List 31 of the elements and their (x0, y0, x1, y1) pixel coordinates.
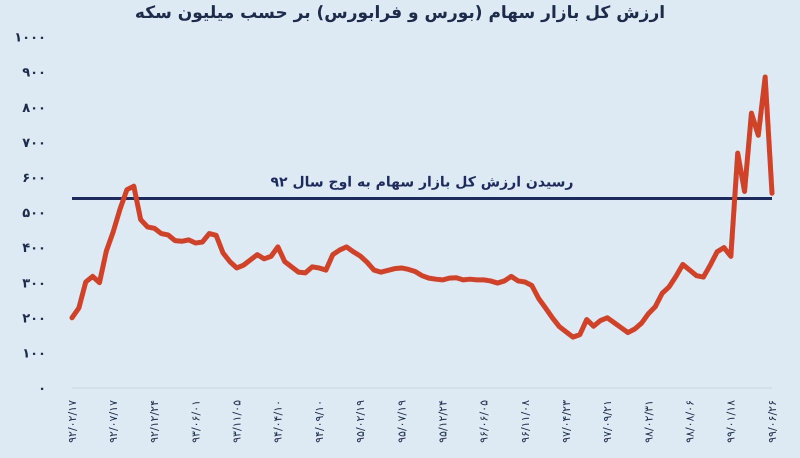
y-tick-label: ۷۰۰ (22, 136, 46, 151)
y-tick-label: ۹۰۰ (22, 66, 46, 81)
x-tick-label: ۹۵/۱۲/۲۴ (436, 400, 450, 443)
x-tick-label: ۹۸/۰۲/۳۱ (642, 400, 656, 443)
x-tick-label: ۹۳/۰۶/۰۱ (189, 400, 202, 443)
x-tick-label: ۹۹/۰۶/۲۶ (766, 400, 779, 443)
x-tick-label: ۹۶/۱۱/۰۸ (518, 400, 532, 443)
x-tick-label: ۹۵/۰۲/۱۹ (354, 400, 368, 443)
y-tick-label: ۱۰۰۰ (14, 30, 46, 46)
x-tick-label: ۹۸/۰۸/۰۶ (683, 400, 696, 443)
x-tick-label: ۹۲/۱۲/۲۴ (148, 400, 162, 443)
y-tick-label: ۰ (38, 382, 46, 397)
x-tick-label: ۹۴/۰۹/۱۰ (312, 400, 326, 443)
y-tick-label: ۳۰۰ (22, 276, 46, 292)
x-tick-label: ۹۵/۰۷/۱۹ (395, 400, 408, 443)
x-tick-label: ۹۶/۰۶/۰۵ (478, 400, 491, 443)
y-tick-label: ۲۰۰ (22, 311, 46, 326)
x-tick-label: ۹۳/۱۱/۰۵ (230, 400, 244, 443)
y-tick-label: ۵۰۰ (22, 206, 46, 222)
x-tick-label: ۹۲/۰۲/۱۷ (66, 400, 79, 443)
x-tick-label: ۹۲/۰۷/۱۷ (107, 400, 120, 443)
y-tick-label: ۴۰۰ (22, 241, 46, 256)
y-tick-label: ۸۰۰ (22, 100, 46, 116)
chart-title: ارزش کل بازار سهام (بورس و فرابورس) بر حسب میلیون سکه (134, 2, 666, 24)
y-tick-label: ۶۰۰ (22, 171, 46, 186)
x-tick-label: ۹۹/۰۱/۱۸ (724, 400, 738, 443)
x-tick-label: ۹۷/۰۴/۲۳ (560, 400, 573, 443)
x-tick-label: ۹۴/۰۴/۱۰ (272, 400, 285, 443)
x-tick-label: ۹۷/۰۹/۲۱ (601, 400, 614, 443)
ref-line-label: رسیدن ارزش کل بازار سهام به اوج سال ۹۲ (270, 174, 574, 190)
y-tick-label: ۱۰۰ (22, 346, 46, 362)
